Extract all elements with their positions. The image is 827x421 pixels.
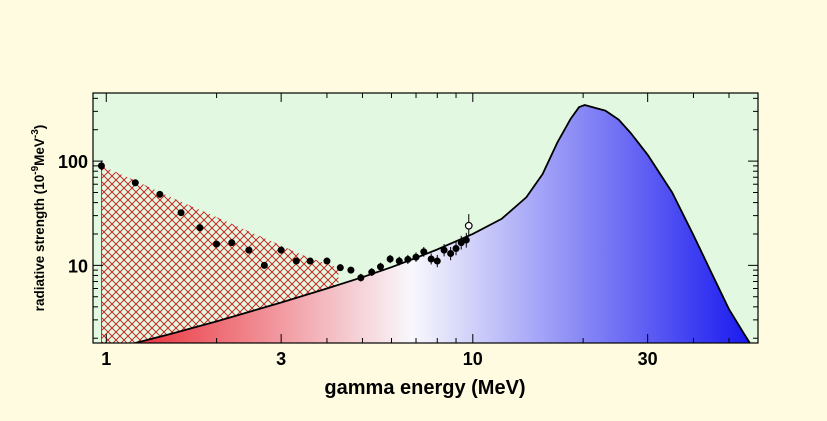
data-point: [462, 236, 470, 244]
data-point: [156, 190, 164, 198]
plot-frame: [92, 92, 759, 344]
data-point: [323, 257, 331, 265]
data-point-open: [464, 221, 473, 230]
data-point: [336, 264, 344, 272]
data-point: [395, 257, 403, 265]
hatched-region: [101, 165, 339, 343]
data-point: [447, 249, 455, 257]
data-point: [386, 255, 394, 263]
data-point: [440, 246, 448, 254]
y-axis-label: radiative strength (10-9MeV-3): [30, 125, 47, 312]
data-point: [245, 246, 253, 254]
data-point: [404, 255, 412, 263]
x-tick-label: 1: [101, 349, 111, 369]
y-axis-label-exp2: -3: [30, 129, 41, 138]
data-point: [433, 257, 441, 265]
y-tick-label: 100: [58, 152, 88, 172]
data-point: [292, 257, 300, 265]
y-tick-label: 10: [68, 256, 88, 276]
y-axis-label-close: ): [32, 125, 47, 130]
data-point: [228, 239, 236, 247]
data-point: [131, 179, 139, 187]
y-axis-label-exp1: -9: [30, 165, 41, 174]
gradient-curve-fill: [135, 105, 750, 343]
data-point: [213, 240, 221, 248]
data-point: [97, 162, 105, 170]
data-point: [420, 248, 428, 256]
data-point: [177, 209, 185, 217]
strength-curve: [135, 104, 751, 343]
data-point: [347, 266, 355, 274]
x-tick-label: 30: [638, 349, 658, 369]
x-tick-label: 10: [463, 349, 483, 369]
data-point: [196, 224, 204, 232]
x-tick-label: 3: [276, 349, 286, 369]
data-point: [357, 274, 365, 282]
data-point: [368, 268, 376, 276]
data-point: [376, 263, 384, 271]
y-axis-label-unit: MeV: [32, 138, 47, 166]
data-point: [427, 255, 435, 263]
data-point: [306, 257, 314, 265]
y-axis-label-main: radiative strength (10: [32, 175, 47, 312]
data-point: [260, 261, 268, 269]
data-point: [452, 245, 460, 253]
data-point: [412, 253, 420, 261]
x-axis-label: gamma energy (MeV): [324, 377, 525, 399]
data-point: [277, 246, 285, 254]
